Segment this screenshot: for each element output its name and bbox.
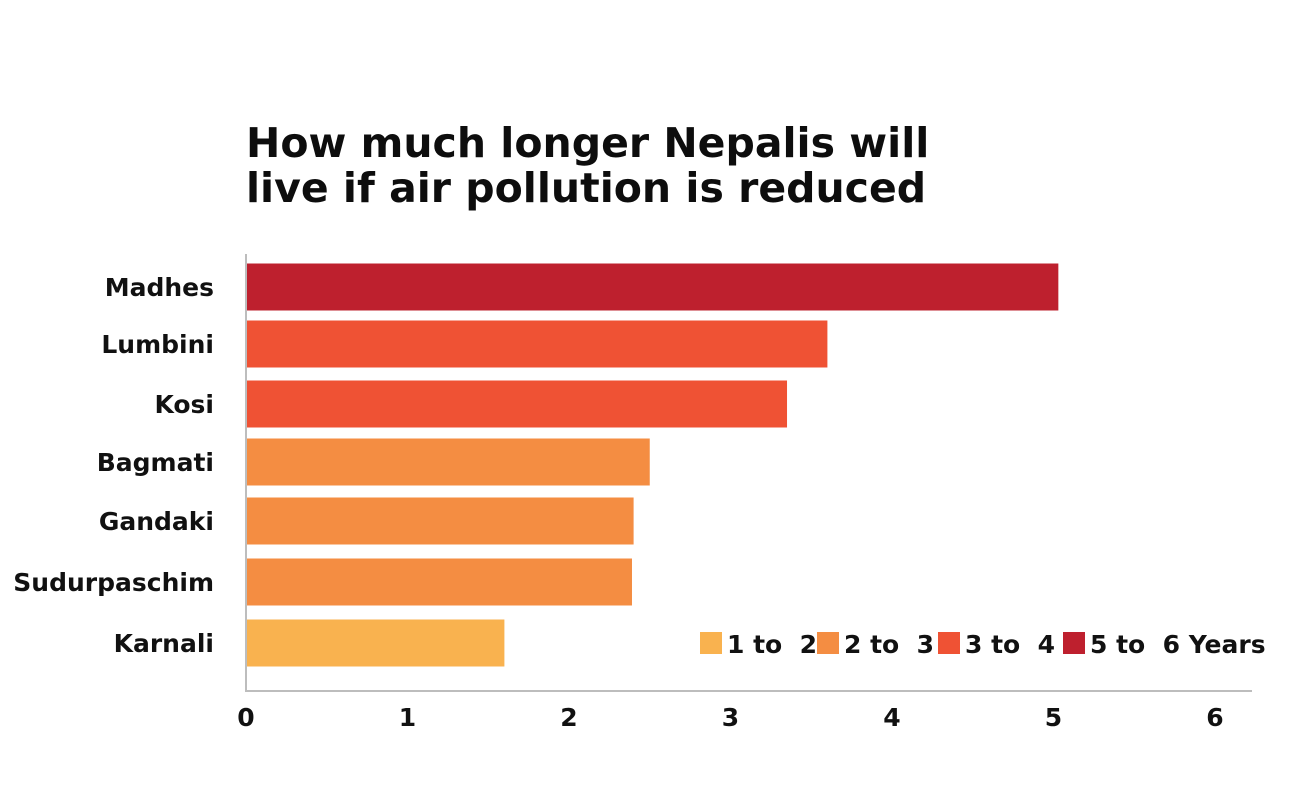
bar-madhes bbox=[246, 263, 1059, 311]
bar-bagmati bbox=[246, 438, 650, 486]
category-label-lumbini: Lumbini bbox=[101, 330, 214, 359]
chart-title: How much longer Nepalis will live if air… bbox=[246, 119, 929, 212]
x-tick-label-6: 6 bbox=[1206, 703, 1223, 732]
x-tick-label-5: 5 bbox=[1045, 703, 1062, 732]
legend-label-1-to-2: 1 to 2 bbox=[727, 630, 817, 659]
x-tick-label-4: 4 bbox=[883, 703, 900, 732]
bar-gandaki bbox=[246, 497, 634, 545]
legend-label-5-to-6-years: 5 to 6 Years bbox=[1090, 630, 1266, 659]
x-tick-label-3: 3 bbox=[722, 703, 739, 732]
category-label-gandaki: Gandaki bbox=[99, 507, 214, 536]
axes bbox=[245, 254, 1252, 692]
legend-swatch-5-to-6-years bbox=[1063, 632, 1085, 654]
chart-title-line-2: live if air pollution is reduced bbox=[246, 164, 926, 212]
legend-label-2-to-3: 2 to 3 bbox=[844, 630, 934, 659]
bar-lumbini bbox=[246, 320, 828, 368]
legend-swatch-2-to-3 bbox=[817, 632, 839, 654]
category-label-bagmati: Bagmati bbox=[97, 448, 214, 477]
legend-swatch-1-to-2 bbox=[700, 632, 722, 654]
chart-title-line-1: How much longer Nepalis will bbox=[246, 119, 929, 167]
category-label-kosi: Kosi bbox=[154, 390, 214, 419]
category-label-madhes: Madhes bbox=[105, 273, 214, 302]
x-tick-label-2: 2 bbox=[560, 703, 577, 732]
bar-kosi bbox=[246, 380, 788, 428]
legend: 1 to 2 2 to 3 3 to 4 5 to 6 Years bbox=[700, 630, 1266, 659]
category-labels: Madhes Lumbini Kosi Bagmati Gandaki Sudurpasc… bbox=[13, 273, 214, 658]
x-tick-labels: 0 1 2 3 4 5 6 bbox=[237, 703, 1223, 732]
bars bbox=[246, 263, 1059, 667]
legend-swatch-3-to-4 bbox=[938, 632, 960, 654]
legend-label-3-to-4: 3 to 4 bbox=[965, 630, 1055, 659]
category-label-karnali: Karnali bbox=[114, 629, 214, 658]
bar-sudurpaschim bbox=[246, 558, 632, 606]
x-tick-label-0: 0 bbox=[237, 703, 254, 732]
bar-karnali bbox=[246, 619, 505, 667]
x-tick-label-1: 1 bbox=[399, 703, 416, 732]
category-label-sudurpaschim: Sudurpaschim bbox=[13, 568, 214, 597]
